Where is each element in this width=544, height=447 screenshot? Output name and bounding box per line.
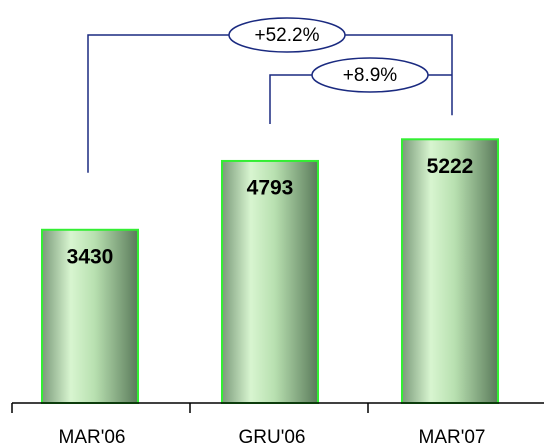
x-tick-label: GRU'06: [239, 427, 306, 447]
x-tick-label: MAR'06: [59, 427, 126, 447]
value-label: 5222: [427, 155, 474, 178]
bar: [41, 228, 139, 404]
x-tick-label: MAR'07: [419, 427, 486, 447]
annotation: +52.2%: [255, 25, 320, 46]
value-label: 4793: [247, 177, 294, 200]
annotation-bubble: [311, 57, 429, 93]
bar: [401, 138, 499, 404]
annotation-bubble: [228, 17, 346, 53]
value-label: 3430: [67, 245, 114, 268]
annotation: +8.9%: [343, 65, 398, 86]
bar: [221, 159, 319, 404]
